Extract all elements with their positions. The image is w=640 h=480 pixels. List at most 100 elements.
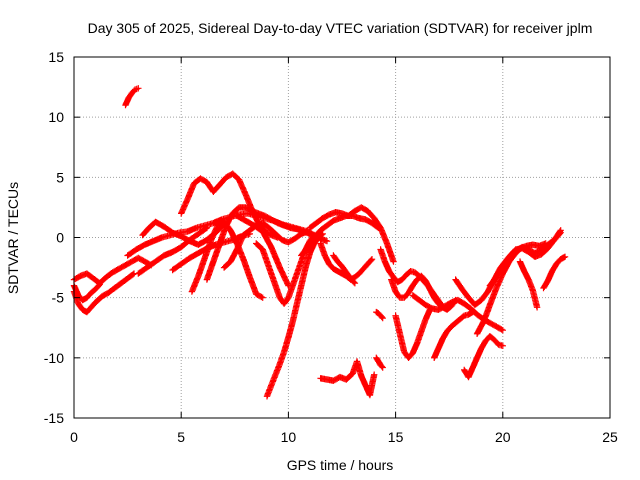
data-point <box>255 293 257 295</box>
data-point <box>81 308 84 311</box>
data-point <box>399 296 401 299</box>
data-point <box>246 212 249 215</box>
data-point <box>296 228 298 230</box>
data-point <box>92 277 95 280</box>
data-point <box>450 325 453 328</box>
data-point <box>349 277 352 280</box>
data-point <box>532 243 534 246</box>
y-tick-label: -15 <box>44 410 64 426</box>
data-point <box>489 335 491 338</box>
data-point <box>472 366 474 369</box>
axis-ticks: 0 5 10 15 20 25 -15 -10 -5 0 5 10 15 <box>44 49 618 445</box>
data-point <box>358 272 361 275</box>
data-point <box>437 347 440 350</box>
data-point <box>113 287 116 289</box>
y-tick-label: 0 <box>56 230 64 246</box>
data-point <box>472 311 474 313</box>
data-point <box>90 306 92 309</box>
data-point <box>508 255 511 258</box>
data-point <box>379 314 382 317</box>
data-point <box>442 337 444 340</box>
data-point <box>255 242 257 245</box>
data-point <box>489 322 491 324</box>
data-point <box>326 240 328 242</box>
data-point <box>384 260 386 263</box>
data-point <box>264 215 266 217</box>
data-point <box>238 178 240 181</box>
data-point <box>403 296 406 299</box>
series-arc-k <box>203 204 313 283</box>
data-point <box>360 375 363 377</box>
data-point <box>514 248 517 251</box>
data-point <box>345 378 348 381</box>
data-point <box>294 237 296 240</box>
data-point <box>407 292 410 294</box>
data-point <box>480 347 483 350</box>
data-point <box>463 314 466 317</box>
data-point <box>137 257 140 259</box>
data-point <box>547 247 549 250</box>
data-point <box>281 239 283 241</box>
data-point <box>461 288 463 291</box>
data-point <box>225 176 227 179</box>
data-point <box>199 177 202 180</box>
x-tick-label: 15 <box>388 429 404 445</box>
data-point <box>377 360 380 363</box>
data-point <box>180 235 182 238</box>
data-point <box>459 318 461 321</box>
data-point <box>369 394 371 396</box>
data-point <box>270 272 273 275</box>
data-point <box>326 224 328 227</box>
data-point <box>163 225 165 228</box>
data-point <box>371 258 373 261</box>
data-point <box>270 218 273 221</box>
data-point <box>341 272 343 275</box>
data-point <box>212 222 215 224</box>
data-point <box>538 245 540 247</box>
data-point <box>189 257 191 259</box>
data-point <box>429 288 431 291</box>
y-tick-label: -5 <box>52 290 65 306</box>
data-point <box>401 278 403 281</box>
data-point <box>279 296 281 299</box>
data-point <box>553 239 556 241</box>
data-point <box>289 227 292 229</box>
data-point <box>332 379 335 382</box>
data-point <box>523 270 525 273</box>
data-point <box>214 243 217 246</box>
data-point <box>283 351 285 353</box>
data-point <box>124 264 127 267</box>
data-point <box>467 313 470 316</box>
data-point <box>467 376 470 378</box>
data-point <box>559 258 562 261</box>
data-point <box>326 378 328 381</box>
data-point <box>300 260 303 263</box>
data-point <box>257 212 260 215</box>
data-point <box>366 263 369 265</box>
series-arc-aa <box>431 308 476 361</box>
data-point <box>118 268 120 270</box>
data-point <box>354 276 356 279</box>
data-point <box>212 191 215 193</box>
data-point <box>444 305 446 307</box>
data-point <box>283 224 285 227</box>
data-point <box>540 248 543 251</box>
x-tick-label: 20 <box>495 429 511 445</box>
data-point <box>373 373 376 376</box>
data-point <box>193 182 195 185</box>
series-arc-t <box>317 358 378 399</box>
data-point <box>379 364 382 366</box>
data-point <box>261 230 264 233</box>
data-point <box>396 281 399 283</box>
data-point <box>351 372 354 375</box>
data-point <box>191 290 193 293</box>
data-point <box>334 211 337 213</box>
data-point <box>189 239 191 241</box>
data-point <box>437 308 440 311</box>
data-point <box>244 206 247 209</box>
data-point <box>321 233 324 235</box>
data-point <box>195 227 197 229</box>
data-point <box>371 222 373 224</box>
data-point <box>446 330 448 333</box>
data-point <box>197 275 200 277</box>
